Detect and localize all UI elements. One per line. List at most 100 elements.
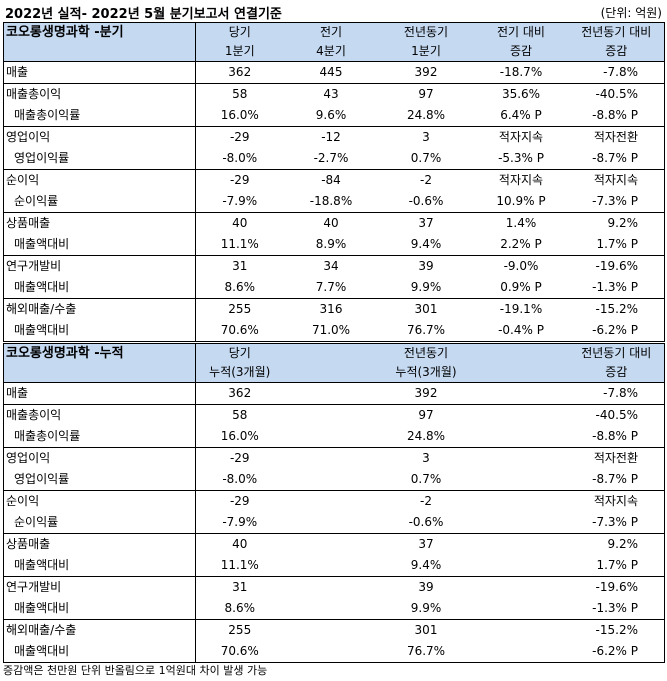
table-cell: -2 <box>378 490 474 512</box>
table-cell: 적자지속 <box>568 490 665 512</box>
table-cell: 255 <box>195 619 284 641</box>
table-cell: -8.7% P <box>568 469 665 491</box>
table-cell: -19.6% <box>568 255 665 277</box>
empty-cell <box>473 555 569 577</box>
table-row: 매출액대비 8.6% 7.7% 9.9% 0.9% P -1.3% P <box>3 277 665 299</box>
unit-label: (단위: 억원) <box>600 6 662 20</box>
empty-cell <box>473 426 569 448</box>
table-cell: 적자지속 <box>473 169 569 191</box>
quarterly-table: 코오롱생명과학 -분기 당기 전기 전년동기 전기 대비 전년동기 대비 1분기… <box>3 22 665 342</box>
empty-cell <box>473 512 569 534</box>
row-label: 순이익 <box>3 169 196 191</box>
table-row: 영업이익률 -8.0% 0.7% -8.7% P <box>3 469 665 491</box>
table-cell: 6.4% P <box>473 105 569 127</box>
table-cell: 39 <box>378 576 474 598</box>
table-cell: 40 <box>195 533 284 555</box>
table-cell: 392 <box>378 61 474 84</box>
table-cell: 8.9% <box>283 234 379 256</box>
table-cell: -0.6% <box>378 512 474 534</box>
table-cell: 97 <box>378 83 474 105</box>
table-cell: -0.6% <box>378 191 474 213</box>
row-label: 해외매출/수출 <box>3 298 196 320</box>
empty-cell <box>283 576 379 598</box>
table-cell: -18.7% <box>473 61 569 84</box>
table-cell: -18.8% <box>283 191 379 213</box>
empty-cell <box>283 641 379 663</box>
empty-cell <box>473 404 569 426</box>
table-cell: 34 <box>283 255 379 277</box>
row-label: 매출액대비 <box>3 641 196 663</box>
column-subheader: 1분기 <box>195 42 284 62</box>
column-subheader: 1분기 <box>378 42 474 62</box>
table-row: 매출총이익 58 97 -40.5% <box>3 404 665 426</box>
table-row: 매출 362 445 392 -18.7% -7.8% <box>3 61 665 84</box>
column-subheader <box>473 363 569 383</box>
table-cell: 392 <box>378 382 474 405</box>
empty-cell <box>473 641 569 663</box>
report-header: 2022년 실적- 2022년 5월 분기보고서 연결기준 (단위: 억원) <box>3 0 664 22</box>
table-cell: 16.0% <box>195 426 284 448</box>
table-cell: 58 <box>195 404 284 426</box>
quarterly-table-body: 매출 362 445 392 -18.7% -7.8% 매출총이익 58 43 97 35.6% -4… <box>3 61 665 342</box>
table-cell: 9.2% <box>568 212 665 234</box>
table-cell: -8.0% <box>195 469 284 491</box>
column-subheader: 4분기 <box>283 42 379 62</box>
row-label: 연구개발비 <box>3 255 196 277</box>
table-row: 순이익률 -7.9% -0.6% -7.3% P <box>3 512 665 534</box>
table-cell: -1.3% P <box>568 277 665 299</box>
table-cell: -7.9% <box>195 191 284 213</box>
empty-cell <box>283 426 379 448</box>
table-cell: 0.7% <box>378 148 474 170</box>
row-label: 순이익 <box>3 490 196 512</box>
table-cell: 76.7% <box>378 320 474 342</box>
row-label: 매출총이익률 <box>3 426 196 448</box>
table-cell: 9.9% <box>378 277 474 299</box>
empty-cell <box>283 447 379 469</box>
row-label: 매출액대비 <box>3 234 196 256</box>
footnote: 증감액은 천만원 단위 반올림으로 1억원대 차이 발생 가능 <box>3 664 268 677</box>
row-label: 상품매출 <box>3 533 196 555</box>
table-row: 상품매출 40 40 37 1.4% 9.2% <box>3 212 665 234</box>
table-cell: 97 <box>378 404 474 426</box>
table-cell: 445 <box>283 61 379 84</box>
table-cell: -2 <box>378 169 474 191</box>
table-row: 매출액대비 70.6% 71.0% 76.7% -0.4% P -6.2% P <box>3 320 665 342</box>
table-cell: 255 <box>195 298 284 320</box>
empty-cell <box>283 512 379 534</box>
table-row: 영업이익 -29 -12 3 적자지속 적자전환 <box>3 126 665 148</box>
table-cell: -84 <box>283 169 379 191</box>
table-cell: 39 <box>378 255 474 277</box>
column-header <box>283 343 379 363</box>
table-cell: -5.3% P <box>473 148 569 170</box>
table-cell: -7.3% P <box>568 512 665 534</box>
table-cell: 9.2% <box>568 533 665 555</box>
empty-cell <box>473 533 569 555</box>
table-cell: 9.4% <box>378 555 474 577</box>
table-cell: 9.4% <box>378 234 474 256</box>
table-cell: 적자전환 <box>568 126 665 148</box>
row-label: 매출액대비 <box>3 320 196 342</box>
table-cell: 71.0% <box>283 320 379 342</box>
row-label: 영업이익 <box>3 447 196 469</box>
cumulative-header-row-bottom: 누적(3개월) 누적(3개월) 증감 <box>4 363 665 383</box>
column-subheader <box>283 363 379 383</box>
column-header: 전기 <box>283 22 379 42</box>
table-cell: 9.9% <box>378 598 474 620</box>
row-label: 영업이익률 <box>3 469 196 491</box>
row-label: 영업이익 <box>3 126 196 148</box>
table-cell: 3 <box>378 126 474 148</box>
column-subheader: 증감 <box>473 42 569 62</box>
column-subheader: 누적(3개월) <box>378 363 474 383</box>
table-cell: 301 <box>378 619 474 641</box>
table-row: 영업이익률 -8.0% -2.7% 0.7% -5.3% P -8.7% P <box>3 148 665 170</box>
table-row: 순이익 -29 -84 -2 적자지속 적자지속 <box>3 169 665 191</box>
empty-cell <box>283 555 379 577</box>
column-subheader: 증감 <box>568 42 665 62</box>
table-row: 매출총이익 58 43 97 35.6% -40.5% <box>3 83 665 105</box>
table-row: 매출액대비 11.1% 8.9% 9.4% 2.2% P 1.7% P <box>3 234 665 256</box>
table-cell: 0.7% <box>378 469 474 491</box>
table-cell: 적자지속 <box>568 169 665 191</box>
table-row: 매출액대비 8.6% 9.9% -1.3% P <box>3 598 665 620</box>
column-subheader: 증감 <box>568 363 665 383</box>
